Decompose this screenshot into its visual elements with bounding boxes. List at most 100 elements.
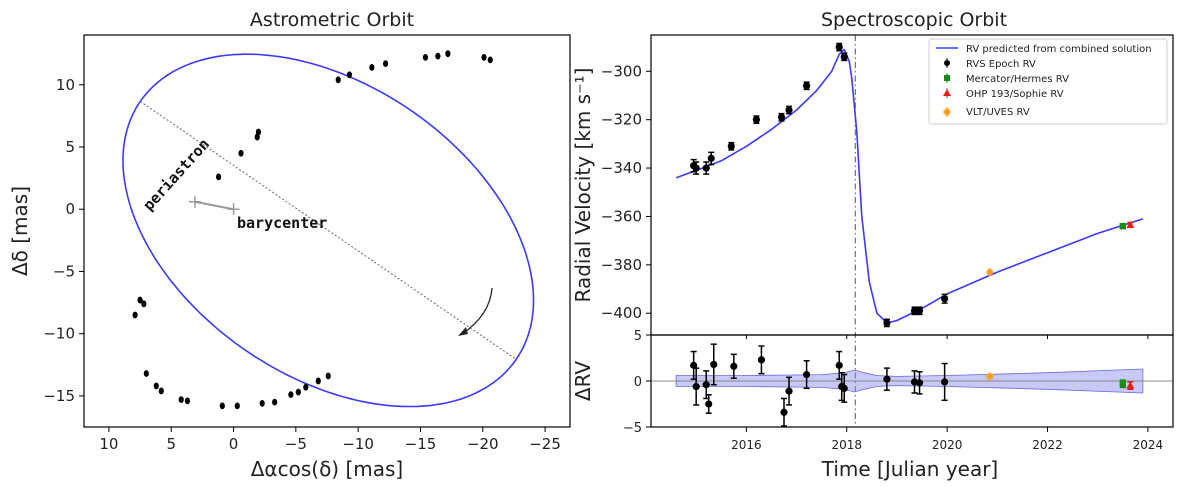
astrometric-y-ticks: 10 5 0 −5 −10 −15 <box>43 76 84 405</box>
res-series0-point-2 <box>702 381 710 389</box>
spectroscopic-title: Spectroscopic Orbit <box>821 9 1007 31</box>
rv-y-tick-label-2: −340 <box>601 159 642 177</box>
astrometric-y-label: Δδ [mas] <box>8 186 32 276</box>
rv-y-tick-label-1: −320 <box>601 111 642 129</box>
res-series0-point-16 <box>941 378 949 386</box>
barycenter-marker <box>227 203 240 216</box>
legend: RV predicted from combined solution RVS … <box>928 38 1168 125</box>
astrometric-point-6 <box>178 396 184 404</box>
res-series0-point-5 <box>730 362 738 370</box>
rv-series0-point-13 <box>915 307 924 315</box>
astrometric-point-10 <box>259 399 265 407</box>
res-series0-point-12 <box>840 384 848 392</box>
rv-series1-point-0 <box>1119 222 1127 230</box>
residual-y-ticks: 5 0 −5 <box>623 329 651 436</box>
astrometric-point-13 <box>295 388 301 396</box>
astrometric-x-label: Δαcos(δ) [mas] <box>251 457 403 481</box>
astrometric-point-7 <box>184 397 191 405</box>
rv-series0-point-6 <box>777 113 786 121</box>
rv-series0-point-12 <box>910 307 919 315</box>
astrometric-point-24 <box>481 54 487 61</box>
legend-uves: VLT/UVES RV <box>966 107 1030 118</box>
astrometric-point-9 <box>234 402 240 410</box>
legend-model: RV predicted from combined solution <box>966 44 1152 55</box>
rv-series2-point-0 <box>1126 220 1135 228</box>
astrometric-point-17 <box>335 76 341 84</box>
astro-x-tick-label-6: −20 <box>467 435 499 453</box>
astrometric-point-15 <box>315 377 321 385</box>
astrometric-point-16 <box>325 372 331 380</box>
astrometric-point-0 <box>137 296 143 304</box>
rv-series0-point-4 <box>727 142 735 150</box>
astrometric-point-29 <box>255 128 262 136</box>
astrometric-point-3 <box>143 370 149 377</box>
astrometric-point-20 <box>382 60 389 68</box>
direction-arrow-icon <box>461 287 493 335</box>
rv-series0-point-2 <box>702 164 710 172</box>
astro-y-tick-label-5: −15 <box>43 387 75 405</box>
astro-y-tick-label-3: −5 <box>53 262 75 280</box>
time-x-label: Time [Julian year] <box>821 457 999 481</box>
astro-x-tick-label-2: 0 <box>229 435 239 453</box>
astrometric-point-1 <box>141 300 147 308</box>
rv-series0-point-7 <box>785 106 793 114</box>
rv-series0-point-10 <box>840 53 848 61</box>
astrometric-point-8 <box>219 402 225 410</box>
res-series0-point-15 <box>915 379 924 387</box>
rv-y-tick-label-0: −300 <box>601 62 642 80</box>
astrometric-point-18 <box>346 71 353 79</box>
astrometric-point-25 <box>487 56 493 64</box>
res-series3-point-0 <box>985 371 994 381</box>
res-series0-point-4 <box>710 360 718 369</box>
rv-y-tick-label-4: −380 <box>601 256 642 274</box>
rv-y-label: Radial Velocity [km s⁻¹] <box>571 68 595 303</box>
rv-plot <box>675 35 1144 427</box>
res-series0-point-1 <box>692 382 700 391</box>
res-series0-point-3 <box>705 400 713 408</box>
res-series0-point-0 <box>690 361 698 369</box>
periastron-segment <box>194 200 234 211</box>
direction-arrowhead-icon <box>458 327 468 336</box>
time-x-tick-label-0: 2016 <box>731 438 762 452</box>
astrometric-title: Astrometric Orbit <box>250 9 414 31</box>
res-series0-point-6 <box>757 356 766 364</box>
res-series0-point-10 <box>835 361 843 369</box>
astrometric-point-2 <box>132 311 138 319</box>
astro-y-tick-label-4: −10 <box>43 325 75 343</box>
astro-x-tick-label-3: −5 <box>285 435 307 453</box>
time-x-tick-label-4: 2024 <box>1133 438 1164 452</box>
legend-rvs: RVS Epoch RV <box>966 59 1036 70</box>
astro-x-tick-label-7: −25 <box>529 435 561 453</box>
legend-sophie-marker <box>943 89 951 96</box>
res-series0-point-13 <box>883 375 891 383</box>
time-x-tick-label-3: 2022 <box>1032 438 1063 452</box>
rv-series0-point-11 <box>883 319 891 327</box>
res-series0-point-9 <box>802 370 811 379</box>
rv-series3-point-0 <box>985 267 994 277</box>
res-series1-point-0 <box>1119 380 1127 387</box>
astrometric-point-14 <box>303 383 309 391</box>
periastron-marker <box>188 195 201 208</box>
rv-y-tick-label-5: −400 <box>601 304 642 322</box>
rv-y-ticks: −300 −320 −340 −360 −380 −400 <box>601 62 651 322</box>
astro-x-tick-label-1: 5 <box>166 435 176 453</box>
rv-series0-point-8 <box>802 82 811 90</box>
astrometric-point-19 <box>369 63 375 71</box>
astrometric-point-5 <box>158 387 164 395</box>
time-x-ticks: 2016 2018 2020 2022 2024 <box>731 335 1163 452</box>
residual-y-label: ΔRV <box>571 361 595 401</box>
rv-series0-point-3 <box>707 154 715 162</box>
astrometric-point-23 <box>445 50 451 58</box>
astro-x-tick-label-5: −15 <box>405 435 437 453</box>
astrometric-point-21 <box>422 54 429 61</box>
astrometric-axes-frame <box>83 34 571 428</box>
legend-hermes: Mercator/Hermes RV <box>966 74 1069 85</box>
res-series2-point-0 <box>1126 381 1135 389</box>
residual-plot <box>651 343 1173 427</box>
rv-model-curve <box>675 48 1144 324</box>
rv-series0-point-1 <box>692 164 700 172</box>
time-x-tick-label-2: 2020 <box>932 438 963 452</box>
astro-y-tick-label-2: 0 <box>65 200 75 218</box>
astro-y-tick-label-0: 10 <box>56 76 75 94</box>
res-series0-point-8 <box>785 387 793 395</box>
